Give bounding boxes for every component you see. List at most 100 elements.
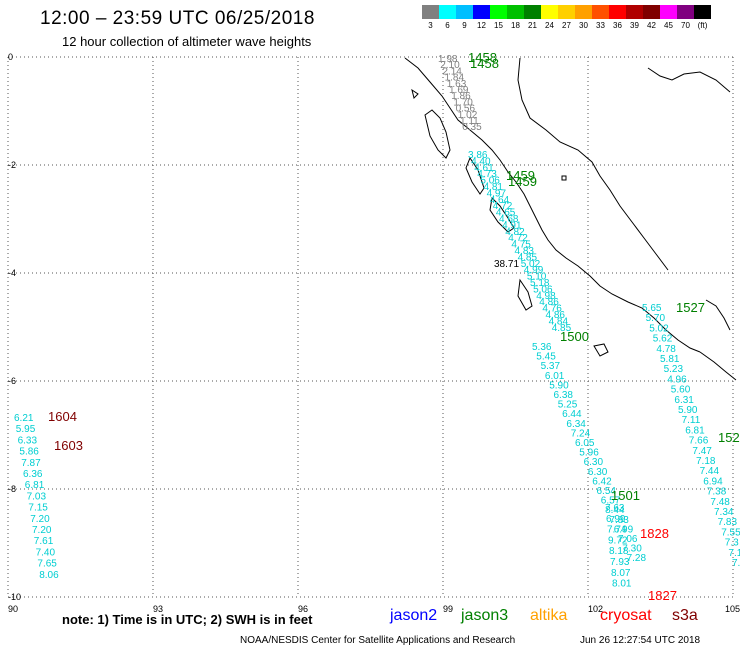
- swh-value: 5.10: [527, 272, 547, 283]
- pass-time-label: 1603: [54, 438, 83, 453]
- pass-time-label: 1459: [508, 174, 537, 189]
- swh-value: 4.91: [502, 220, 522, 231]
- scale-cell: 39: [626, 5, 643, 31]
- swh-value: 9.72: [608, 535, 628, 546]
- swh-value: 1.11: [460, 116, 479, 127]
- swh-value: 4.99: [524, 265, 544, 276]
- footer-timestamp: Jun 26 12:27:54 UTC 2018: [580, 635, 701, 646]
- pass-time-label: 152: [718, 430, 740, 445]
- borneo-coast: [647, 67, 731, 93]
- scale-swatch: [626, 5, 643, 19]
- lat-tick-label: -8: [8, 484, 16, 494]
- scale-label: 30: [579, 21, 588, 30]
- swh-value: 7.66: [689, 436, 709, 447]
- scale-swatch: [575, 5, 592, 19]
- scale-cell: 6: [439, 5, 456, 31]
- island-enggano: [593, 343, 609, 357]
- swh-value: 4.83: [515, 246, 535, 257]
- swh-value: 8.07: [611, 568, 631, 579]
- swh-value: 5.90: [678, 405, 698, 416]
- swh-value: 0.35: [462, 122, 482, 133]
- island-mentawai: [517, 278, 533, 311]
- swh-value: 5.02: [521, 259, 541, 270]
- sumatra-east: [517, 57, 669, 271]
- pass-time-label: 1604: [48, 409, 77, 424]
- lat-tick-label: -10: [8, 592, 21, 602]
- scale-swatch: [694, 5, 711, 19]
- scale-label: 9: [462, 21, 467, 30]
- lat-tick-label: 0: [8, 52, 13, 62]
- swh-value: 4.81: [484, 182, 504, 193]
- swh-value: 7.15: [28, 503, 48, 514]
- coastline: [404, 57, 737, 381]
- legend-note: note: 1) Time is in UTC; 2) SWH is in fe…: [62, 612, 313, 627]
- lon-tick-label: 102: [588, 604, 603, 614]
- scale-cell: 15: [490, 5, 507, 31]
- swh-value: 6.94: [703, 476, 723, 487]
- lat-tick-label: -4: [8, 268, 16, 278]
- scale-label: 3: [428, 21, 433, 30]
- lon-tick-label: 93: [153, 604, 163, 614]
- swh-value: 7.83: [609, 515, 629, 526]
- swh-value: 5.70: [646, 313, 666, 324]
- swh-value: 7.40: [36, 547, 56, 558]
- swh-value: 4.96: [667, 374, 687, 385]
- scale-label: 39: [630, 21, 639, 30]
- scale-swatch: [439, 5, 456, 19]
- swh-value: 7.47: [692, 446, 712, 457]
- swh-value: 5.06: [533, 284, 553, 295]
- swh-value: 5.65: [642, 303, 662, 314]
- legend-cryosat: cryosat: [600, 607, 652, 624]
- swh-value: 6.05: [575, 438, 595, 449]
- swh-value: 7.20: [32, 525, 52, 536]
- swh-value: 5.90: [549, 380, 569, 391]
- swh-value: 4.86: [546, 310, 566, 321]
- swh-value: 1.63: [447, 79, 467, 90]
- swh-value: 1.98: [438, 54, 458, 65]
- swh-value: 5.96: [579, 448, 599, 459]
- swh-value-peak: 38.71: [494, 259, 519, 270]
- swh-value: 5.37: [541, 361, 561, 372]
- swh-value: 4.98: [536, 291, 556, 302]
- swh-value: 7.61: [34, 536, 54, 547]
- island-small-2: [561, 175, 567, 181]
- color-scale: 3 6 9 12 15 18 21 24 27 30 33 36 39 42 45 70 (ft): [422, 5, 711, 31]
- scale-label: 70: [681, 21, 690, 30]
- swh-value: 4.82: [505, 227, 525, 238]
- scale-swatch: [677, 5, 694, 19]
- swh-value: 4.84: [549, 316, 569, 327]
- swh-value: 2.14: [442, 66, 462, 77]
- scale-cell: 9: [456, 5, 473, 31]
- swh-value: 6.01: [545, 371, 565, 382]
- grid: [7, 56, 734, 598]
- scale-swatch: [524, 5, 541, 19]
- swh-value: 1.86: [451, 91, 471, 102]
- swh-value: 6.57: [601, 496, 621, 507]
- swh-value: 6.81: [685, 425, 705, 436]
- page-subtitle: 12 hour collection of altimeter wave hei…: [62, 34, 312, 49]
- swh-value: 4.85: [518, 252, 538, 263]
- swh-value: 7.93: [610, 557, 630, 568]
- lat-tick-label: -6: [8, 376, 16, 386]
- swh-value: 5.06: [480, 176, 500, 187]
- island-nias: [465, 156, 485, 195]
- swh-value: 4.97: [487, 188, 507, 199]
- swh-value: 6.36: [23, 469, 43, 480]
- scale-swatch: [592, 5, 609, 19]
- swh-value: 6.42: [592, 476, 612, 487]
- scale-cell: 24: [541, 5, 558, 31]
- scale-label: 18: [511, 21, 520, 30]
- swh-value: 6.30: [588, 467, 608, 478]
- lat-tick-label: -2: [8, 160, 16, 170]
- scale-cell: 12: [473, 5, 490, 31]
- swh-value: 5.86: [19, 447, 39, 458]
- scale-swatch: [473, 5, 490, 19]
- swh-value: 4.78: [656, 344, 676, 355]
- swh-value: 4.65: [496, 208, 516, 219]
- swh-value: 4.72: [508, 233, 528, 244]
- swh-value: 7.74: [607, 525, 627, 536]
- lon-tick-label: 90: [8, 604, 18, 614]
- swh-value: 6.31: [674, 395, 694, 406]
- swh-value: 5.18: [530, 278, 550, 289]
